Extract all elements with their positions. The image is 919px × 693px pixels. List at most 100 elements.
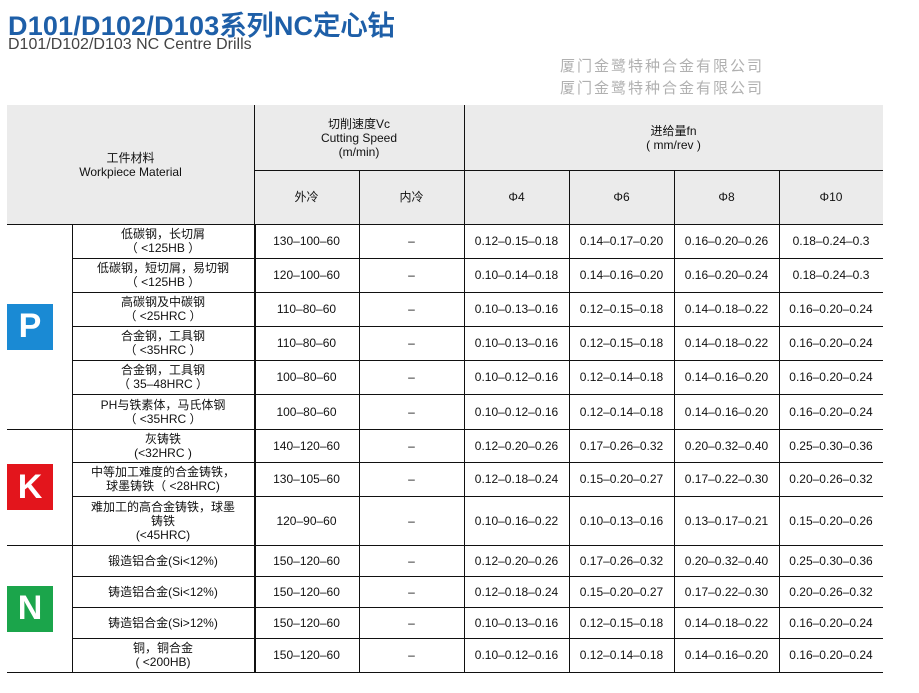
feed-value-line: 0.15–0.20–0.26 bbox=[789, 513, 873, 528]
internal-cooling-speed-line: – bbox=[408, 615, 415, 630]
external-cooling-speed-line: 100–80–60 bbox=[276, 370, 337, 384]
material-cell: 中等加工难度的合金铸铁， 球墨铸铁（ <28HRC) bbox=[72, 462, 254, 496]
row-line bbox=[72, 462, 883, 463]
page-subtitle: D101/D102/D103 NC Centre Drills bbox=[8, 36, 252, 53]
feed-value: 0.20–0.32–0.40 bbox=[674, 429, 779, 462]
feed-value-line: 0.16–0.20–0.24 bbox=[789, 302, 873, 316]
feed-value: 0.12–0.15–0.18 bbox=[569, 292, 674, 326]
material-group-badge-p: P bbox=[7, 303, 53, 350]
material-cell-line: 低碳钢，短切屑，易切钢 bbox=[96, 261, 229, 275]
material-cell-line: 灰铸铁 bbox=[144, 431, 181, 446]
material-cell-line: 锻造铝合金(Si<12%) bbox=[108, 553, 218, 568]
external-cooling-speed-line: 150–120–60 bbox=[273, 615, 340, 630]
external-cooling-speed: 150–120–60 bbox=[254, 607, 359, 638]
header-feed-line: 进给量fn bbox=[650, 123, 697, 138]
material-cell-line: （ <35HRC ） bbox=[124, 411, 202, 426]
feed-value-line: 0.12–0.20–0.26 bbox=[474, 438, 559, 453]
feed-value: 0.17–0.26–0.32 bbox=[569, 545, 674, 576]
header-diameter: Φ8 bbox=[674, 170, 779, 224]
header-vline bbox=[359, 170, 360, 224]
external-cooling-speed-line: 150–120–60 bbox=[273, 584, 340, 599]
material-cell-line: 球墨铸铁（ <28HRC) bbox=[106, 479, 220, 493]
feed-value: 0.15–0.20–0.27 bbox=[569, 576, 674, 607]
feed-value-line: 0.14–0.16–0.20 bbox=[684, 648, 769, 662]
body-vline bbox=[464, 429, 465, 545]
feed-value-line: 0.12–0.15–0.18 bbox=[579, 336, 664, 350]
internal-cooling-speed: – bbox=[359, 292, 464, 326]
feed-value: 0.13–0.17–0.21 bbox=[674, 496, 779, 545]
row-line bbox=[72, 326, 883, 327]
header-vline bbox=[674, 170, 675, 224]
header-internal-cooling: 内冷 bbox=[359, 170, 464, 224]
feed-value-line: 0.10–0.12–0.16 bbox=[474, 370, 559, 384]
material-cell-line: （ <125HB ） bbox=[125, 241, 201, 255]
material-cell: 铸造铝合金(Si>12%) bbox=[72, 607, 254, 638]
feed-value-line: 0.14–0.18–0.22 bbox=[684, 615, 769, 630]
feed-value-line: 0.16–0.20–0.26 bbox=[684, 234, 769, 248]
internal-cooling-speed: – bbox=[359, 638, 464, 672]
feed-value-line: 0.10–0.12–0.16 bbox=[474, 404, 559, 419]
feed-value-line: 0.10–0.12–0.16 bbox=[474, 648, 559, 662]
feed-value-line: 0.25–0.30–0.36 bbox=[789, 438, 873, 453]
feed-value: 0.14–0.17–0.20 bbox=[569, 224, 674, 258]
material-cell: 高碳钢及中碳钢（ <25HRC ） bbox=[72, 292, 254, 326]
row-line bbox=[72, 258, 883, 259]
header-external-cooling: 外冷 bbox=[254, 170, 359, 224]
header-vline bbox=[779, 170, 780, 224]
feed-value-line: 0.20–0.26–0.32 bbox=[789, 472, 873, 486]
feed-value: 0.12–0.15–0.18 bbox=[464, 224, 569, 258]
feed-value: 0.10–0.13–0.16 bbox=[569, 496, 674, 545]
body-vline bbox=[569, 429, 570, 545]
external-cooling-speed: 150–120–60 bbox=[254, 576, 359, 607]
internal-cooling-speed-line: – bbox=[408, 584, 415, 599]
material-cell: 铜，铜合金( <200HB) bbox=[72, 638, 254, 672]
material-cell-line: 铸铁 bbox=[150, 513, 175, 528]
header-feed: 进给量fn( mm/rev ) bbox=[464, 105, 883, 170]
internal-cooling-speed: – bbox=[359, 576, 464, 607]
material-cell: PH与铁素体，马氏体钢（ <35HRC ） bbox=[72, 394, 254, 429]
header-cutting-speed-line: Cutting Speed bbox=[320, 130, 398, 145]
body-vline bbox=[359, 545, 360, 672]
feed-value-line: 0.20–0.32–0.40 bbox=[684, 438, 769, 453]
material-cell-line: 铜，铜合金 bbox=[132, 641, 193, 655]
feed-value: 0.15–0.20–0.26 bbox=[779, 496, 883, 545]
internal-cooling-speed-line: – bbox=[408, 302, 415, 316]
body-vline bbox=[254, 545, 256, 672]
feed-value-line: 0.14–0.17–0.20 bbox=[579, 234, 664, 248]
header-diameter: Φ4 bbox=[464, 170, 569, 224]
material-cell: 铸造铝合金(Si<12%) bbox=[72, 576, 254, 607]
external-cooling-speed-line: 110–80–60 bbox=[276, 336, 337, 350]
material-cell: 灰铸铁 (<32HRC ) bbox=[72, 429, 254, 462]
feed-value: 0.10–0.12–0.16 bbox=[464, 394, 569, 429]
external-cooling-speed: 150–120–60 bbox=[254, 638, 359, 672]
material-cell: 合金钢，工具钢（ <35HRC ） bbox=[72, 326, 254, 360]
feed-value: 0.16–0.20–0.24 bbox=[779, 292, 883, 326]
body-vline bbox=[72, 545, 73, 672]
feed-value: 0.16–0.20–0.26 bbox=[674, 224, 779, 258]
internal-cooling-speed: – bbox=[359, 545, 464, 576]
feed-value: 0.18–0.24–0.3 bbox=[779, 258, 883, 292]
feed-value-line: 0.16–0.20–0.24 bbox=[789, 648, 873, 662]
external-cooling-speed-line: 140–120–60 bbox=[273, 438, 340, 453]
feed-value: 0.16–0.20–0.24 bbox=[779, 607, 883, 638]
header-diameter-line: Φ10 bbox=[819, 190, 843, 204]
feed-value: 0.12–0.18–0.24 bbox=[464, 462, 569, 496]
external-cooling-speed: 100–80–60 bbox=[254, 360, 359, 394]
external-cooling-speed-line: 120–90–60 bbox=[276, 513, 337, 528]
material-cell-line: 合金钢，工具钢 bbox=[120, 363, 205, 377]
feed-value-line: 0.12–0.15–0.18 bbox=[579, 302, 664, 316]
internal-cooling-speed: – bbox=[359, 394, 464, 429]
feed-value: 0.14–0.16–0.20 bbox=[569, 258, 674, 292]
external-cooling-speed: 140–120–60 bbox=[254, 429, 359, 462]
external-cooling-speed: 100–80–60 bbox=[254, 394, 359, 429]
header-bottom-line bbox=[7, 224, 883, 225]
feed-value: 0.12–0.15–0.18 bbox=[569, 607, 674, 638]
feed-value: 0.14–0.16–0.20 bbox=[674, 360, 779, 394]
internal-cooling-speed-line: – bbox=[408, 553, 415, 568]
feed-value: 0.16–0.20–0.24 bbox=[779, 394, 883, 429]
internal-cooling-speed-line: – bbox=[408, 648, 415, 662]
feed-value-line: 0.17–0.26–0.32 bbox=[579, 438, 664, 453]
feed-value-line: 0.16–0.20–0.24 bbox=[789, 336, 873, 350]
feed-value-line: 0.10–0.13–0.16 bbox=[579, 513, 664, 528]
